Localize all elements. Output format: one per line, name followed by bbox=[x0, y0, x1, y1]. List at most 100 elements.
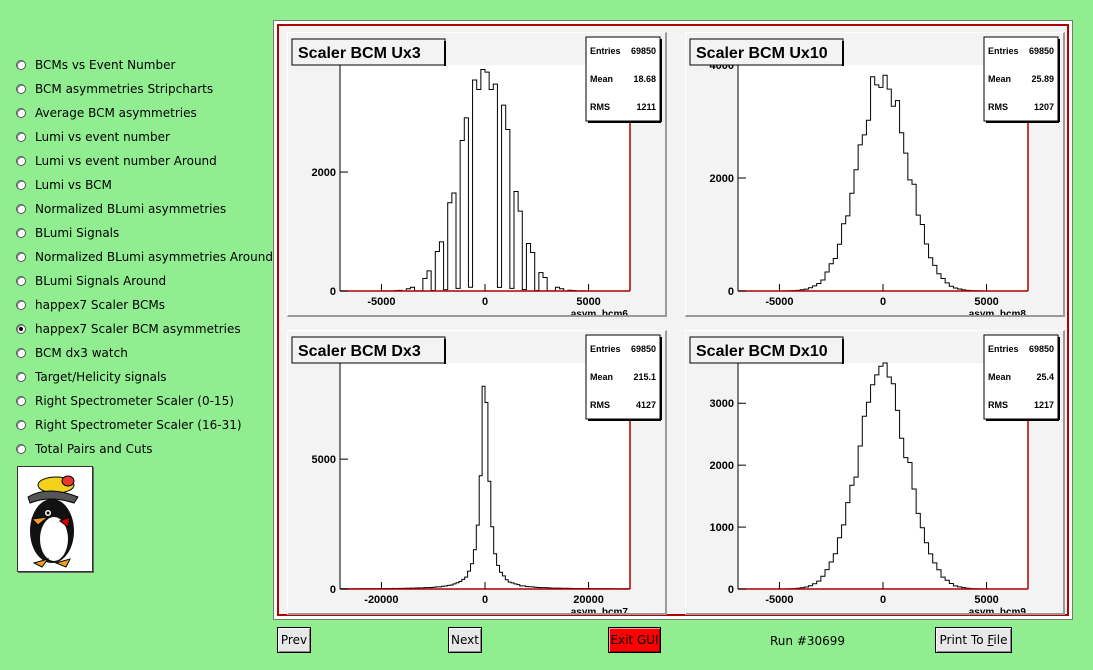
stats-value: 25.4 bbox=[1036, 372, 1054, 382]
plot-option[interactable]: Normalized BLumi asymmetries Around bbox=[16, 248, 273, 266]
plot-option-label: Right Spectrometer Scaler (0-15) bbox=[35, 394, 234, 408]
plot-area bbox=[738, 65, 1028, 291]
plot-option-label: Lumi vs event number bbox=[35, 130, 170, 144]
plot-option-label: Average BCM asymmetries bbox=[35, 106, 197, 120]
print-to-file-button[interactable]: Print To File bbox=[935, 627, 1012, 653]
print-label-prefix: Print To bbox=[939, 633, 988, 647]
x-tick-label: -5000 bbox=[765, 594, 793, 606]
radio-icon[interactable] bbox=[16, 84, 26, 94]
plot-option-label: Target/Helicity signals bbox=[35, 370, 167, 384]
title-box bbox=[291, 38, 446, 66]
radio-icon[interactable] bbox=[16, 276, 26, 286]
stats-label: Mean bbox=[988, 74, 1011, 84]
stats-value: 69850 bbox=[1029, 46, 1054, 56]
plot-option-label: Total Pairs and Cuts bbox=[35, 442, 153, 456]
y-tick-label: 3000 bbox=[710, 398, 734, 410]
x-tick-label: 5000 bbox=[974, 296, 998, 308]
radio-icon[interactable] bbox=[16, 300, 26, 310]
histogram-title: Scaler BCM Ux10 bbox=[696, 45, 828, 62]
stats-label: Entries bbox=[590, 344, 621, 354]
x-tick-label: 0 bbox=[482, 594, 488, 606]
stats-value: 18.68 bbox=[633, 74, 656, 84]
x-tick-label: 0 bbox=[880, 594, 886, 606]
y-tick-label: 5000 bbox=[312, 454, 336, 466]
stats-value: 69850 bbox=[1029, 344, 1054, 354]
plot-option[interactable]: BCMs vs Event Number bbox=[16, 56, 175, 74]
radio-icon[interactable] bbox=[16, 252, 26, 262]
plot-option-label: BCM dx3 watch bbox=[35, 346, 128, 360]
radio-icon[interactable] bbox=[16, 180, 26, 190]
histogram-pad: -5000 0 5000 0 1000 2000 3000 asym_bcm9 Scaler B… bbox=[685, 330, 1065, 615]
x-axis-label: asym_bcm9 bbox=[969, 607, 1027, 613]
x-tick-label: 5000 bbox=[974, 594, 998, 606]
plot-option[interactable]: BLumi Signals Around bbox=[16, 272, 166, 290]
y-tick-label: 2000 bbox=[710, 173, 734, 185]
radio-icon[interactable] bbox=[16, 444, 26, 454]
radio-icon[interactable] bbox=[16, 372, 26, 382]
stats-value: 1217 bbox=[1034, 400, 1054, 410]
plot-option[interactable]: Average BCM asymmetries bbox=[16, 104, 197, 122]
radio-icon[interactable] bbox=[16, 228, 26, 238]
stats-label: RMS bbox=[590, 400, 610, 410]
plot-option[interactable]: Right Spectrometer Scaler (0-15) bbox=[16, 392, 234, 410]
x-axis-label: asym_bcm7 bbox=[571, 607, 629, 613]
plot-option[interactable]: happex7 Scaler BCM asymmetries bbox=[16, 320, 241, 338]
plot-option[interactable]: Lumi vs BCM bbox=[16, 176, 112, 194]
plot-option-label: happex7 Scaler BCM asymmetries bbox=[35, 322, 241, 336]
plot-option[interactable]: Lumi vs event number bbox=[16, 128, 170, 146]
radio-icon[interactable] bbox=[16, 420, 26, 430]
stats-value: 1207 bbox=[1034, 102, 1054, 112]
plot-area bbox=[340, 65, 630, 291]
histogram-title: Scaler BCM Dx3 bbox=[298, 343, 421, 360]
plot-option[interactable]: Total Pairs and Cuts bbox=[16, 440, 153, 458]
plot-selector-panel: BCMs vs Event Number BCM asymmetries Stri… bbox=[0, 0, 273, 670]
plot-option-label: BCM asymmetries Stripcharts bbox=[35, 82, 214, 96]
y-tick-label: 1000 bbox=[710, 522, 734, 534]
plot-option-label: Right Spectrometer Scaler (16-31) bbox=[35, 418, 242, 432]
next-button[interactable]: Next bbox=[448, 627, 482, 653]
stats-value: 69850 bbox=[631, 46, 656, 56]
histogram-plot: -5000 0 5000 0 1000 2000 3000 asym_bcm9 Scaler B… bbox=[689, 334, 1060, 613]
radio-icon[interactable] bbox=[16, 348, 26, 358]
radio-icon[interactable] bbox=[16, 156, 26, 166]
stats-label: Entries bbox=[988, 46, 1019, 56]
radio-icon[interactable] bbox=[16, 396, 26, 406]
stats-box bbox=[983, 334, 1059, 420]
plot-option[interactable]: BCM asymmetries Stripcharts bbox=[16, 80, 213, 98]
y-tick-label: 2000 bbox=[312, 167, 336, 179]
penguin-logo-image bbox=[27, 475, 79, 568]
plot-option[interactable]: Normalized BLumi asymmetries bbox=[16, 200, 226, 218]
plot-option-label: Lumi vs event number Around bbox=[35, 154, 217, 168]
radio-selected-icon[interactable] bbox=[16, 324, 26, 334]
plot-option-label: BLumi Signals bbox=[35, 226, 120, 240]
radio-icon[interactable] bbox=[16, 108, 26, 118]
radio-icon[interactable] bbox=[16, 132, 26, 142]
radio-icon[interactable] bbox=[16, 204, 26, 214]
stats-label: Entries bbox=[590, 46, 621, 56]
stats-box bbox=[585, 36, 661, 122]
x-axis-label: asym_bcm8 bbox=[969, 309, 1027, 315]
plot-option[interactable]: BCM dx3 watch bbox=[16, 344, 128, 362]
histogram-pad: -5000 0 5000 0 2000 4000 asym_bcm8 Scaler BCM U… bbox=[685, 32, 1065, 317]
x-tick-label: -5000 bbox=[367, 296, 395, 308]
plot-option[interactable]: Lumi vs event number Around bbox=[16, 152, 217, 170]
plot-option[interactable]: BLumi Signals bbox=[16, 224, 119, 242]
run-number-label: Run #30699 bbox=[770, 634, 846, 648]
y-tick-label: 0 bbox=[728, 286, 734, 298]
plot-option[interactable]: happex7 Scaler BCMs bbox=[16, 296, 165, 314]
plot-option[interactable]: Target/Helicity signals bbox=[16, 368, 167, 386]
stats-label: RMS bbox=[590, 102, 610, 112]
prev-button[interactable]: Prev bbox=[277, 627, 311, 653]
plot-option[interactable]: Right Spectrometer Scaler (16-31) bbox=[16, 416, 242, 434]
stats-label: Entries bbox=[988, 344, 1019, 354]
exit-gui-button[interactable]: Exit GUI bbox=[608, 627, 661, 653]
stats-label: RMS bbox=[988, 400, 1008, 410]
x-axis-label: asym_bcm6 bbox=[571, 309, 629, 315]
y-tick-label: 0 bbox=[330, 584, 336, 596]
title-box bbox=[291, 336, 446, 364]
plot-option-label: Normalized BLumi asymmetries bbox=[35, 202, 227, 216]
radio-icon[interactable] bbox=[16, 60, 26, 70]
